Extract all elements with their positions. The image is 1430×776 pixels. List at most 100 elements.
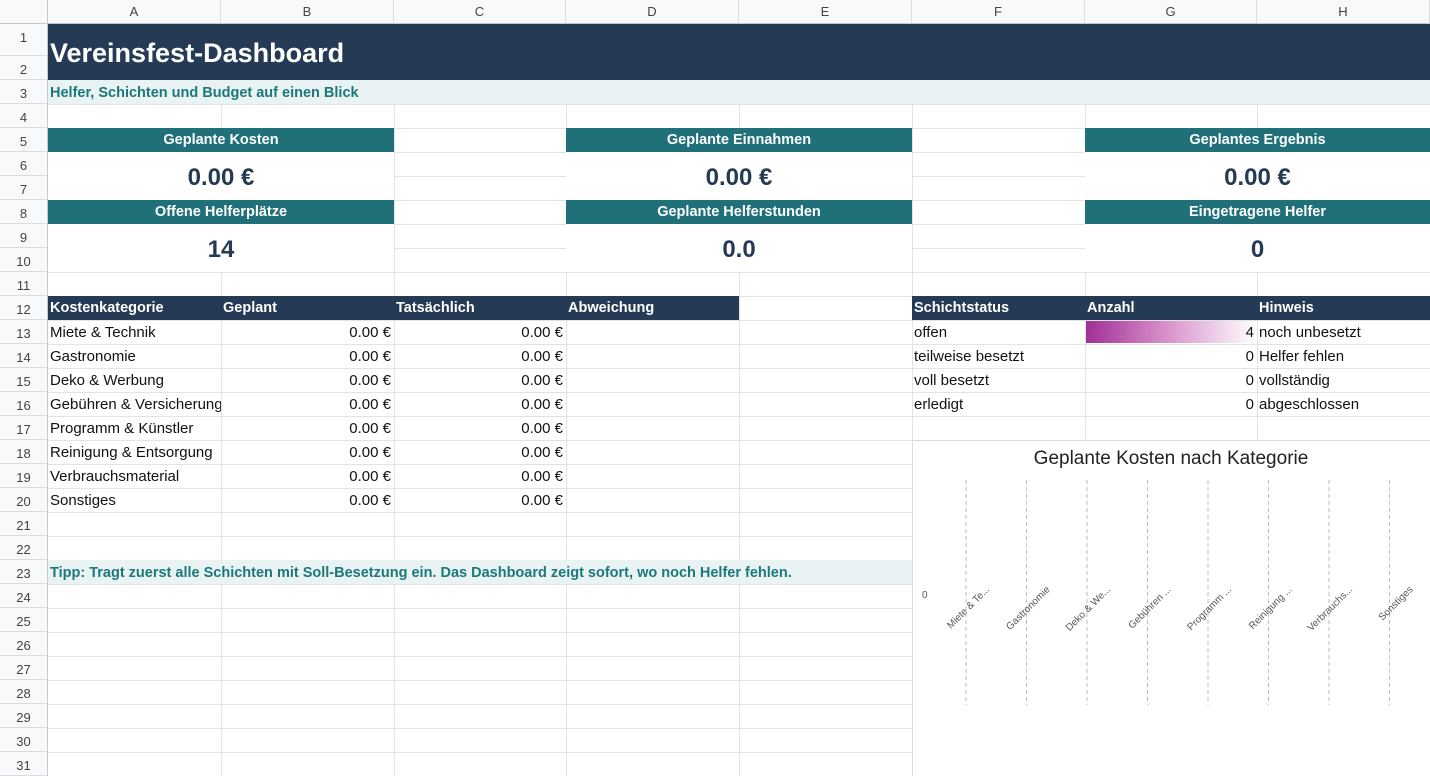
row-header-25[interactable]: 25 — [0, 608, 48, 632]
cost-planned-cell[interactable]: 0.00 € — [349, 444, 391, 461]
row-header-3[interactable]: 3 — [0, 80, 48, 104]
row-header-12[interactable]: 12 — [0, 296, 48, 320]
cost-category-cell[interactable]: Deko & Werbung — [50, 372, 164, 389]
shift-table-header-status[interactable]: Schichtstatus — [912, 296, 1085, 320]
chart-category-label: Programm ... — [1185, 584, 1234, 633]
shift-count-cell[interactable]: 0 — [1245, 348, 1254, 365]
row-header-13[interactable]: 13 — [0, 320, 48, 344]
cost-category-cell[interactable]: Reinigung & Entsorgung — [50, 444, 213, 461]
shift-status-cell[interactable]: voll besetzt — [914, 372, 990, 389]
shift-hint-cell[interactable]: abgeschlossen — [1259, 396, 1360, 413]
row-header-27[interactable]: 27 — [0, 656, 48, 680]
kpi-value-planned-result[interactable]: 0.00 € — [1085, 152, 1430, 200]
cost-category-cell[interactable]: Sonstiges — [50, 492, 116, 509]
column-header-d[interactable]: D — [566, 0, 739, 24]
column-header-g[interactable]: G — [1085, 0, 1257, 24]
column-header-a[interactable]: A — [48, 0, 221, 24]
cost-actual-cell[interactable]: 0.00 € — [521, 468, 563, 485]
cost-category-cell[interactable]: Miete & Technik — [50, 324, 156, 341]
row-header-4[interactable]: 4 — [0, 104, 48, 128]
shift-count-cell[interactable]: 4 — [1245, 324, 1254, 341]
cost-planned-cell[interactable]: 0.00 € — [349, 372, 391, 389]
cost-actual-cell[interactable]: 0.00 € — [521, 372, 563, 389]
kpi-label-open-helper-slots: Offene Helferplätze — [48, 200, 394, 224]
row-header-10[interactable]: 10 — [0, 248, 48, 272]
row-header-31[interactable]: 31 — [0, 752, 48, 776]
row-header-14[interactable]: 14 — [0, 344, 48, 368]
cost-actual-cell[interactable]: 0.00 € — [521, 348, 563, 365]
kpi-value-planned-costs[interactable]: 0.00 € — [48, 152, 394, 200]
row-header-8[interactable]: 8 — [0, 200, 48, 224]
shift-status-cell[interactable]: erledigt — [914, 396, 964, 413]
select-all-corner[interactable] — [0, 0, 48, 24]
shift-count-cell[interactable]: 0 — [1245, 372, 1254, 389]
row-header-1[interactable]: 1 — [0, 24, 48, 56]
row-header-28[interactable]: 28 — [0, 680, 48, 704]
shift-hint-cell[interactable]: noch unbesetzt — [1259, 324, 1361, 341]
row-header-9[interactable]: 9 — [0, 224, 48, 248]
row-header-26[interactable]: 26 — [0, 632, 48, 656]
kpi-label-planned-costs: Geplante Kosten — [48, 128, 394, 152]
tip-banner — [48, 560, 912, 584]
cost-chart[interactable] — [912, 440, 1430, 776]
row-header-24[interactable]: 24 — [0, 584, 48, 608]
column-header-e[interactable]: E — [739, 0, 912, 24]
cost-planned-cell[interactable]: 0.00 € — [349, 492, 391, 509]
shift-table-header-count[interactable]: Anzahl — [1085, 296, 1257, 320]
kpi-value-open-helper-slots[interactable]: 14 — [48, 224, 394, 272]
cost-table-header-category[interactable]: Kostenkategorie — [48, 296, 221, 320]
grid-row-line — [48, 536, 1430, 537]
grid-row-line — [48, 704, 1430, 705]
grid-row-line — [48, 296, 1430, 297]
row-header-29[interactable]: 29 — [0, 704, 48, 728]
column-header-c[interactable]: C — [394, 0, 566, 24]
kpi-value-planned-helper-hours[interactable]: 0.0 — [566, 224, 912, 272]
row-header-2[interactable]: 2 — [0, 56, 48, 80]
row-header-17[interactable]: 17 — [0, 416, 48, 440]
cost-category-cell[interactable]: Gebühren & Versicherungen — [50, 396, 221, 413]
row-header-19[interactable]: 19 — [0, 464, 48, 488]
row-header-22[interactable]: 22 — [0, 536, 48, 560]
cost-planned-cell[interactable]: 0.00 € — [349, 348, 391, 365]
shift-count-cell[interactable]: 0 — [1245, 396, 1254, 413]
row-header-7[interactable]: 7 — [0, 176, 48, 200]
cost-actual-cell[interactable]: 0.00 € — [521, 444, 563, 461]
shift-status-cell[interactable]: offen — [914, 324, 948, 341]
cost-category-cell[interactable]: Gastronomie — [50, 348, 136, 365]
shift-status-cell[interactable]: teilweise besetzt — [914, 348, 1025, 365]
cost-actual-cell[interactable]: 0.00 € — [521, 324, 563, 341]
row-header-6[interactable]: 6 — [0, 152, 48, 176]
row-header-23[interactable]: 23 — [0, 560, 48, 584]
chart-category-label: Gastronomie — [1004, 584, 1053, 633]
cost-category-cell[interactable]: Verbrauchsmaterial — [50, 468, 180, 485]
row-header-11[interactable]: 11 — [0, 272, 48, 296]
column-header-b[interactable]: B — [221, 0, 394, 24]
cost-category-cell[interactable]: Programm & Künstler — [50, 420, 194, 437]
column-header-h[interactable]: H — [1257, 0, 1430, 24]
shift-hint-cell[interactable]: vollständig — [1259, 372, 1330, 389]
row-header-15[interactable]: 15 — [0, 368, 48, 392]
cost-table-header-planned[interactable]: Geplant — [221, 296, 394, 320]
cost-chart-plot: 0 Miete & Te... Gastronomie Deko & We... Geb… — [922, 480, 1416, 705]
cost-table-header-deviation[interactable]: Abweichung — [566, 296, 739, 320]
shift-hint-cell[interactable]: Helfer fehlen — [1259, 348, 1345, 365]
cost-actual-cell[interactable]: 0.00 € — [521, 420, 563, 437]
cost-planned-cell[interactable]: 0.00 € — [349, 468, 391, 485]
kpi-value-planned-income[interactable]: 0.00 € — [566, 152, 912, 200]
kpi-value-registered-helpers[interactable]: 0 — [1085, 224, 1430, 272]
cost-table-header-actual[interactable]: Tatsächlich — [394, 296, 566, 320]
row-header-16[interactable]: 16 — [0, 392, 48, 416]
shift-table-header-hint[interactable]: Hinweis — [1257, 296, 1430, 320]
column-header-f[interactable]: F — [912, 0, 1085, 24]
row-header-21[interactable]: 21 — [0, 512, 48, 536]
row-header-20[interactable]: 20 — [0, 488, 48, 512]
row-header-30[interactable]: 30 — [0, 728, 48, 752]
cost-actual-cell[interactable]: 0.00 € — [521, 492, 563, 509]
row-header-18[interactable]: 18 — [0, 440, 48, 464]
grid-row-line — [48, 488, 1430, 489]
cost-actual-cell[interactable]: 0.00 € — [521, 396, 563, 413]
cost-planned-cell[interactable]: 0.00 € — [349, 324, 391, 341]
cost-planned-cell[interactable]: 0.00 € — [349, 420, 391, 437]
row-header-5[interactable]: 5 — [0, 128, 48, 152]
cost-planned-cell[interactable]: 0.00 € — [349, 396, 391, 413]
